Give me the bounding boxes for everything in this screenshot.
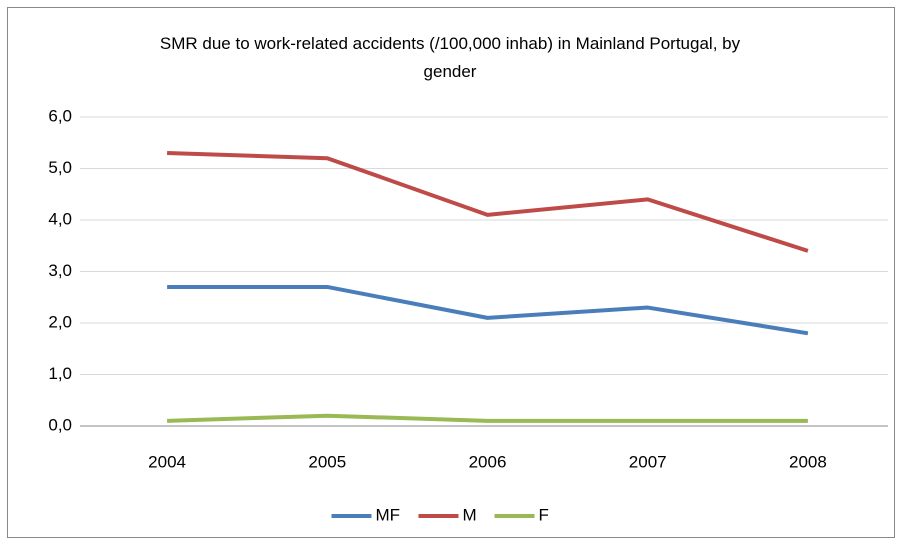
- y-tick-label: 0,0: [48, 415, 72, 434]
- y-tick-label: 4,0: [48, 209, 72, 228]
- y-tick-label: 5,0: [48, 158, 72, 177]
- series-line: [167, 284, 809, 336]
- x-tick-label: 2005: [308, 452, 346, 471]
- legend-label: M: [463, 505, 477, 524]
- x-tick-label: 2007: [629, 452, 667, 471]
- legend-label: MF: [376, 505, 401, 524]
- y-tick-label: 1,0: [48, 364, 72, 383]
- series-line: [167, 151, 809, 253]
- x-tick-label: 2008: [789, 452, 827, 471]
- y-tick-label: 3,0: [48, 261, 72, 280]
- chart-border: [7, 7, 895, 538]
- series-line: [167, 413, 808, 423]
- y-tick-label: 6,0: [48, 106, 72, 125]
- y-tick-label: 2,0: [48, 312, 72, 331]
- x-tick-label: 2004: [148, 452, 186, 471]
- chart-title: SMR due to work-related accidents (/100,…: [159, 34, 741, 81]
- legend-label: F: [539, 505, 549, 524]
- x-tick-label: 2006: [469, 452, 507, 471]
